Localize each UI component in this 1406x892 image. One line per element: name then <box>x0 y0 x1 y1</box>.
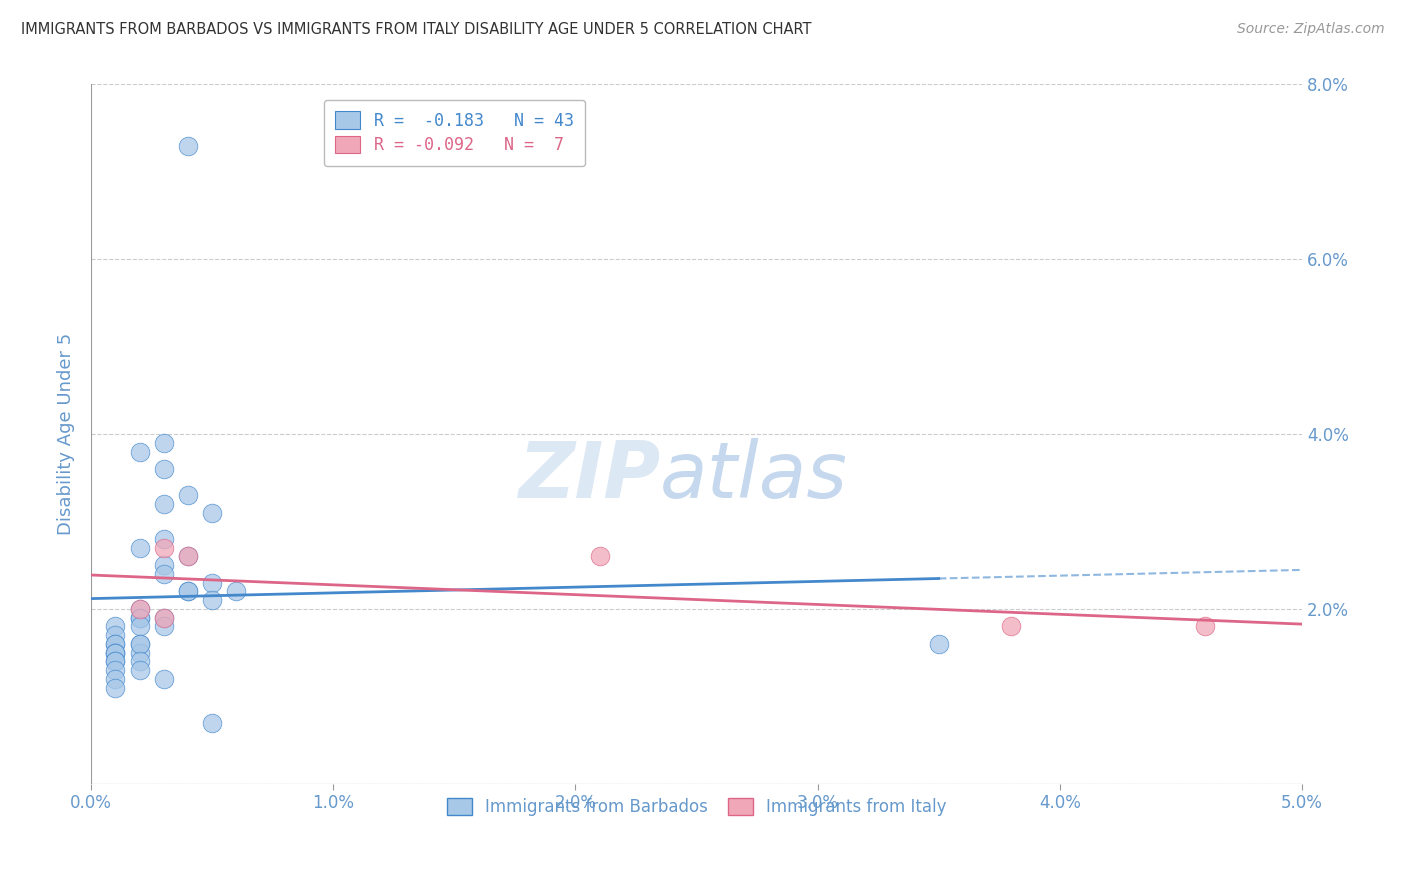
Point <box>104 654 127 668</box>
Point <box>177 138 200 153</box>
Point <box>104 637 127 651</box>
Point <box>104 646 127 660</box>
Point <box>153 610 176 624</box>
Point <box>153 610 176 624</box>
Point <box>128 610 150 624</box>
Text: ZIP: ZIP <box>517 438 661 514</box>
Point <box>128 619 150 633</box>
Point <box>104 681 127 695</box>
Point <box>128 646 150 660</box>
Point <box>153 532 176 546</box>
Point <box>201 593 224 607</box>
Point <box>201 506 224 520</box>
Point <box>128 602 150 616</box>
Point <box>104 646 127 660</box>
Point <box>128 541 150 555</box>
Point <box>153 672 176 686</box>
Point <box>177 584 200 599</box>
Point <box>177 549 200 564</box>
Text: IMMIGRANTS FROM BARBADOS VS IMMIGRANTS FROM ITALY DISABILITY AGE UNDER 5 CORRELA: IMMIGRANTS FROM BARBADOS VS IMMIGRANTS F… <box>21 22 811 37</box>
Point <box>201 575 224 590</box>
Point <box>128 602 150 616</box>
Point <box>128 663 150 677</box>
Point <box>104 628 127 642</box>
Point <box>153 497 176 511</box>
Point <box>1000 619 1022 633</box>
Point <box>153 619 176 633</box>
Point <box>153 558 176 573</box>
Point <box>928 637 950 651</box>
Point <box>153 566 176 581</box>
Point <box>104 646 127 660</box>
Point <box>128 654 150 668</box>
Point <box>128 637 150 651</box>
Point <box>177 488 200 502</box>
Point <box>177 584 200 599</box>
Point <box>153 541 176 555</box>
Legend: Immigrants from Barbados, Immigrants from Italy: Immigrants from Barbados, Immigrants fro… <box>439 789 955 824</box>
Point <box>589 549 612 564</box>
Text: Source: ZipAtlas.com: Source: ZipAtlas.com <box>1237 22 1385 37</box>
Y-axis label: Disability Age Under 5: Disability Age Under 5 <box>58 333 75 535</box>
Point <box>153 435 176 450</box>
Point <box>225 584 247 599</box>
Point <box>104 637 127 651</box>
Text: atlas: atlas <box>661 438 848 514</box>
Point <box>104 619 127 633</box>
Point <box>104 654 127 668</box>
Point <box>128 444 150 458</box>
Point <box>177 549 200 564</box>
Point <box>104 663 127 677</box>
Point <box>201 715 224 730</box>
Point <box>153 462 176 476</box>
Point <box>128 637 150 651</box>
Point <box>128 610 150 624</box>
Point <box>104 672 127 686</box>
Point <box>1194 619 1216 633</box>
